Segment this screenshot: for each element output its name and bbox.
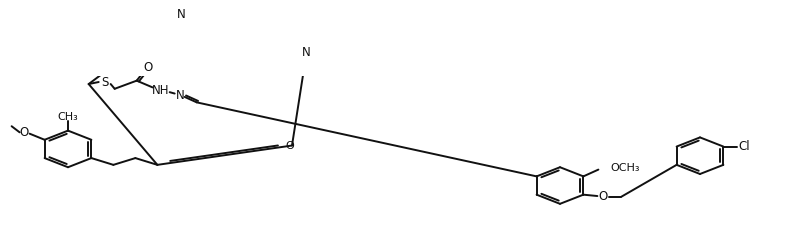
Text: S: S — [101, 75, 109, 89]
Text: N: N — [177, 89, 185, 102]
Text: N: N — [302, 46, 311, 59]
Text: O: O — [143, 61, 153, 74]
Text: N: N — [177, 8, 185, 21]
Text: OCH₃: OCH₃ — [610, 163, 640, 172]
Text: CH₃: CH₃ — [58, 112, 78, 122]
Text: NH: NH — [152, 84, 169, 97]
Text: O: O — [19, 126, 28, 139]
Text: O: O — [285, 141, 294, 151]
Text: O: O — [598, 190, 608, 203]
Text: Cl: Cl — [738, 140, 750, 153]
